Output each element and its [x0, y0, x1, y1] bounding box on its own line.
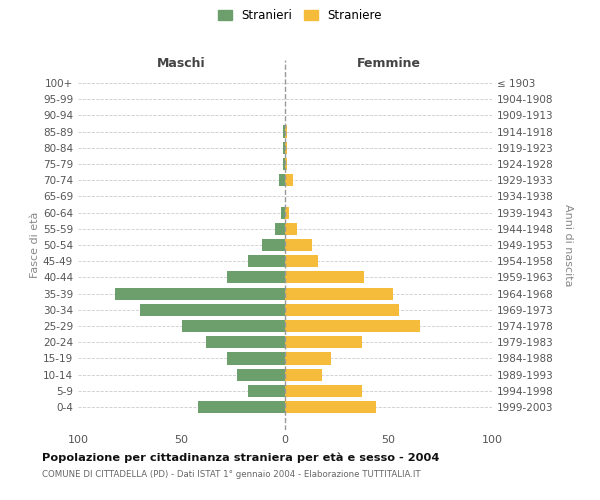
Bar: [285, 126, 287, 138]
Bar: [285, 368, 322, 381]
Bar: [285, 352, 331, 364]
Bar: [285, 239, 312, 251]
Bar: [281, 206, 285, 218]
Text: Femmine: Femmine: [356, 57, 421, 70]
Bar: [198, 401, 285, 413]
Bar: [248, 385, 285, 397]
Bar: [140, 304, 285, 316]
Bar: [283, 158, 285, 170]
Bar: [285, 206, 289, 218]
Bar: [262, 239, 285, 251]
Bar: [285, 304, 399, 316]
Bar: [285, 288, 392, 300]
Legend: Stranieri, Straniere: Stranieri, Straniere: [214, 6, 386, 26]
Bar: [285, 272, 364, 283]
Text: Maschi: Maschi: [157, 57, 206, 70]
Bar: [182, 320, 285, 332]
Y-axis label: Fasce di età: Fasce di età: [30, 212, 40, 278]
Bar: [227, 352, 285, 364]
Bar: [285, 401, 376, 413]
Bar: [206, 336, 285, 348]
Bar: [285, 222, 298, 235]
Bar: [285, 255, 318, 268]
Bar: [285, 174, 293, 186]
Bar: [283, 126, 285, 138]
Bar: [115, 288, 285, 300]
Bar: [279, 174, 285, 186]
Text: COMUNE DI CITTADELLA (PD) - Dati ISTAT 1° gennaio 2004 - Elaborazione TUTTITALIA: COMUNE DI CITTADELLA (PD) - Dati ISTAT 1…: [42, 470, 421, 479]
Bar: [285, 385, 362, 397]
Bar: [227, 272, 285, 283]
Bar: [275, 222, 285, 235]
Bar: [248, 255, 285, 268]
Text: Popolazione per cittadinanza straniera per età e sesso - 2004: Popolazione per cittadinanza straniera p…: [42, 452, 439, 463]
Bar: [283, 142, 285, 154]
Bar: [285, 336, 362, 348]
Bar: [238, 368, 285, 381]
Y-axis label: Anni di nascita: Anni di nascita: [563, 204, 573, 286]
Bar: [285, 158, 287, 170]
Bar: [285, 320, 419, 332]
Bar: [285, 142, 287, 154]
